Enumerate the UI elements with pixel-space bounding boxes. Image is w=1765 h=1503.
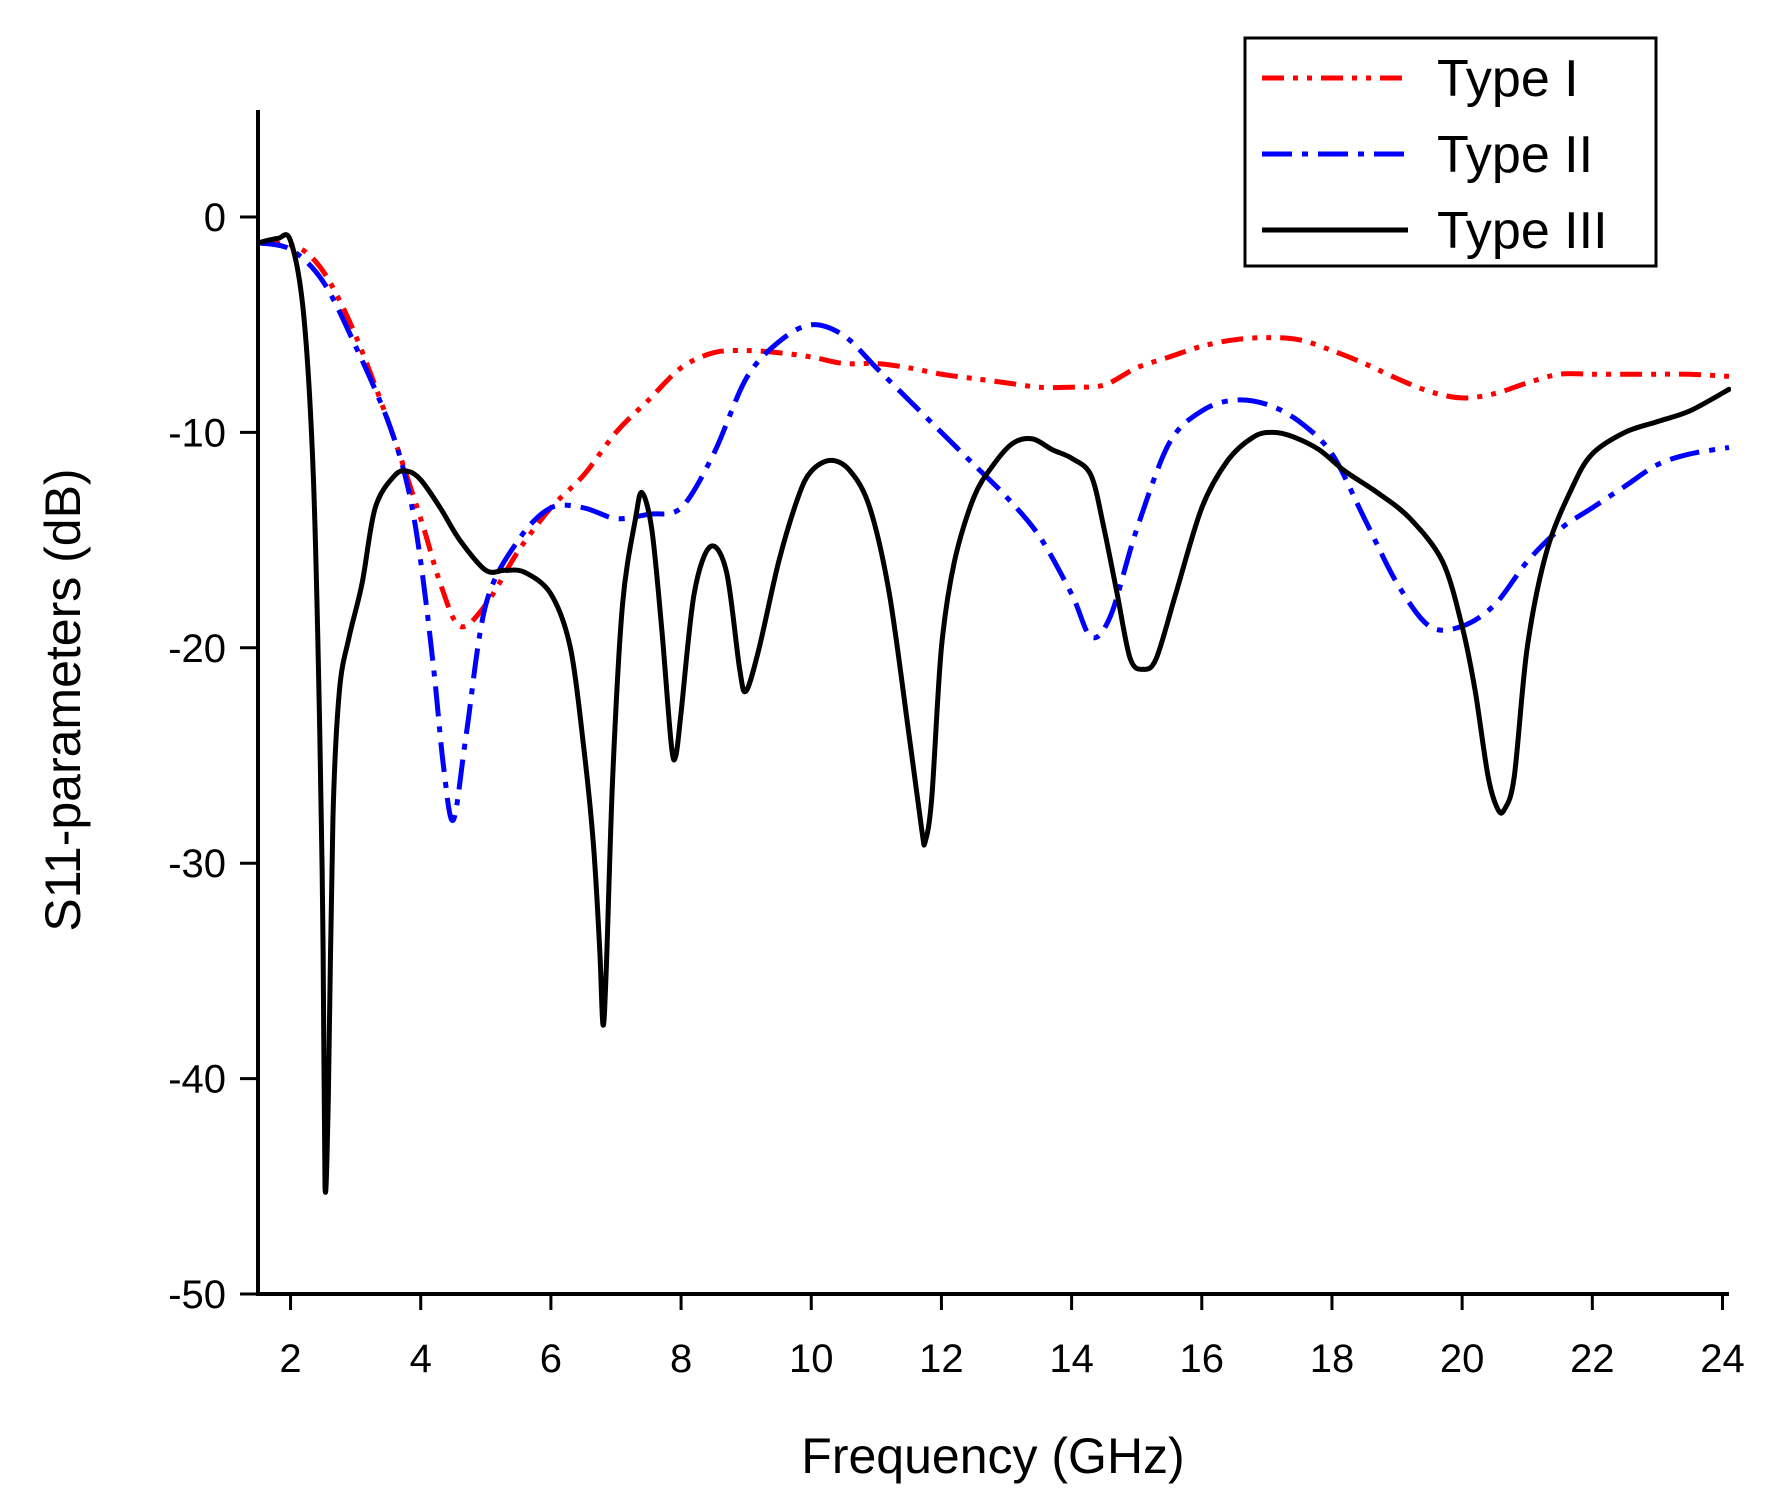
legend: Type I Type II Type III (1243, 36, 1658, 268)
x-tick-label: 18 (1310, 1337, 1355, 1381)
x-tick-label: 14 (1049, 1337, 1094, 1381)
y-tick-label: -50 (168, 1273, 226, 1317)
series-line-type-iii (258, 232, 1731, 1195)
x-tick-label: 20 (1440, 1337, 1485, 1381)
x-tick-label: 8 (670, 1337, 692, 1381)
legend-label-type-iii: Type III (1437, 202, 1608, 260)
series-line-type-i (258, 240, 1730, 630)
series-line-type-ii (258, 240, 1730, 823)
x-tick-label: 22 (1570, 1337, 1615, 1381)
plot-lines (258, 232, 1731, 1195)
x-tick-label: 10 (789, 1337, 834, 1381)
axes (256, 110, 1729, 1296)
y-axis-title: S11-parameters (dB) (35, 468, 91, 931)
y-tick-label: -40 (168, 1058, 226, 1102)
y-tick-label: -30 (168, 842, 226, 886)
x-axis-title: Frequency (GHz) (801, 1428, 1184, 1484)
y-tick-label: -10 (168, 411, 226, 455)
y-tick-label: -20 (168, 627, 226, 671)
y-ticks: 0 -10 -20 -30 -40 -50 (168, 196, 258, 1317)
x-tick-label: 16 (1180, 1337, 1225, 1381)
x-tick-label: 12 (919, 1337, 964, 1381)
x-tick-label: 4 (410, 1337, 432, 1381)
x-ticks: 2 4 6 8 10 12 14 16 18 20 22 24 (279, 1294, 1745, 1381)
y-tick-label: 0 (204, 196, 226, 240)
x-tick-label: 24 (1700, 1337, 1745, 1381)
legend-label-type-i: Type I (1437, 50, 1579, 108)
legend-label-type-ii: Type II (1437, 126, 1593, 184)
x-tick-label: 6 (540, 1337, 562, 1381)
x-tick-label: 2 (279, 1337, 301, 1381)
